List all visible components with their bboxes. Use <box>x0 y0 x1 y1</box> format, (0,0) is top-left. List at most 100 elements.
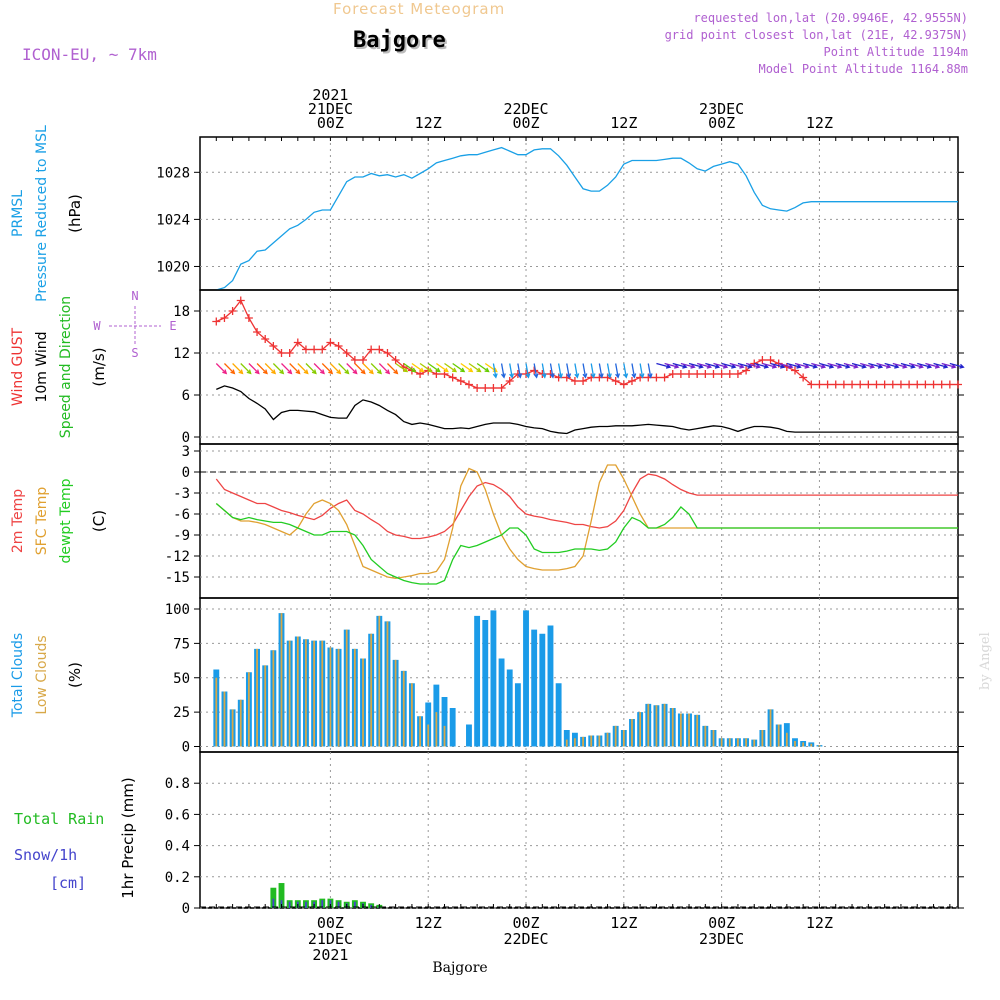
wind-direction-arrow <box>313 363 325 374</box>
wind-direction-arrow <box>786 362 801 368</box>
wind-direction-arrow <box>232 363 243 374</box>
wind-arrow-head <box>328 369 334 375</box>
gust-marker <box>945 380 954 389</box>
low-cloud-bar <box>239 699 242 747</box>
wind-arrow-head <box>665 363 672 369</box>
low-cloud-bar <box>639 712 642 747</box>
wind-arrow-head <box>682 363 688 369</box>
wind-direction-arrow <box>754 362 768 368</box>
y-axis-label: Wind GUST <box>10 327 26 406</box>
compass-east: E <box>169 319 176 333</box>
series-line-sfc <box>215 464 958 580</box>
wind-arrow-head <box>352 369 358 375</box>
wind-direction-arrow <box>427 362 441 373</box>
wind-arrow-head <box>427 367 433 373</box>
wind-arrow-head <box>812 363 818 369</box>
low-cloud-bar <box>614 725 617 747</box>
snow-bar <box>272 898 275 908</box>
total-cloud-bar <box>531 629 538 747</box>
low-cloud-bar <box>704 725 707 747</box>
y-tick-label: 0 <box>182 465 190 481</box>
wind-arrow-head <box>476 367 482 373</box>
wind-arrow-head <box>460 367 466 373</box>
wind-arrow-head <box>943 363 949 369</box>
panel-frame <box>199 751 959 909</box>
wind-arrow-head <box>869 363 876 369</box>
wind-direction-arrow <box>615 363 619 378</box>
wind-direction-arrow <box>656 362 671 368</box>
low-cloud-bar <box>264 665 267 747</box>
compass-west: W <box>93 319 101 333</box>
gust-marker <box>375 345 384 354</box>
low-cloud-bar <box>598 735 601 747</box>
low-cloud-bar <box>622 730 625 747</box>
gust-marker <box>464 380 473 389</box>
gust-marker <box>611 377 620 385</box>
wind-direction-arrow <box>272 363 284 374</box>
gust-marker <box>391 356 400 364</box>
low-cloud-bar <box>296 636 299 747</box>
gust-marker <box>497 384 506 392</box>
wind-direction-arrow <box>778 362 793 368</box>
wind-direction-arrow <box>892 362 907 368</box>
wind-direction-arrow <box>884 362 899 368</box>
y-axis-label: dewpt Temp <box>58 478 74 563</box>
gust-marker <box>880 380 889 389</box>
wind-direction-arrow <box>321 363 333 374</box>
wind-arrow-head <box>739 363 745 369</box>
wind-arrow-head <box>902 363 908 369</box>
gust-marker <box>342 349 351 357</box>
gust-marker <box>244 314 253 322</box>
total-cloud-bar <box>555 683 562 747</box>
wind-direction-arrow <box>509 363 513 378</box>
wind-direction-arrow <box>680 362 695 368</box>
y-axis-title: 1hr Precip (mm) <box>119 777 137 898</box>
requested-coords: requested lon,lat (20.9946E, 42.9555N) <box>693 11 968 25</box>
wind-arrow-head <box>517 373 523 379</box>
gust-marker <box>253 328 262 336</box>
y-tick-label: 0.2 <box>165 870 190 886</box>
wind-arrow-head <box>246 369 252 375</box>
wind-direction-arrow <box>452 362 465 373</box>
wind-direction-arrow <box>378 363 390 374</box>
snow-bar <box>305 901 307 908</box>
gust-marker <box>546 370 555 378</box>
y-axis-label: 10m Wind <box>34 331 50 402</box>
wind-arrow-head <box>877 363 884 369</box>
wind-arrow-head <box>674 363 680 369</box>
y-tick-label: -6 <box>173 507 190 523</box>
wind-arrow-head <box>368 369 374 375</box>
wind-direction-arrow <box>281 363 292 374</box>
gust-marker <box>954 380 962 389</box>
gust-marker <box>627 377 636 385</box>
gust-marker <box>839 380 848 389</box>
wind-direction-arrow <box>468 362 481 373</box>
wind-arrow-head <box>853 363 859 369</box>
wind-direction-arrow <box>827 362 842 368</box>
wind-arrow-head <box>295 369 301 375</box>
wind-arrow-head <box>590 373 596 379</box>
wind-arrow-head <box>780 363 786 369</box>
wind-direction-arrow <box>925 362 940 368</box>
wind-direction-arrow <box>305 363 317 374</box>
low-cloud-bar <box>712 730 715 747</box>
gust-marker <box>921 380 930 389</box>
total-cloud-bar <box>441 697 448 747</box>
wind-arrow-head <box>918 363 924 369</box>
wind-direction-arrow <box>329 363 341 374</box>
x-label-top: 12Z <box>415 114 442 132</box>
wind-direction-arrow <box>908 362 923 368</box>
low-cloud-bar <box>378 615 381 747</box>
low-cloud-bar <box>745 738 747 747</box>
wind-direction-arrow <box>713 362 728 368</box>
total-cloud-bar <box>474 615 481 747</box>
low-cloud-bar <box>753 739 756 747</box>
gust-marker <box>807 380 816 389</box>
series-line-wind <box>216 385 958 435</box>
gust-marker <box>473 384 482 392</box>
gust-marker <box>896 380 905 389</box>
wind-arrow-head <box>796 363 802 369</box>
series-line-gust <box>216 299 958 389</box>
wind-arrow-head <box>435 367 441 373</box>
wind-direction-arrow <box>517 363 521 378</box>
